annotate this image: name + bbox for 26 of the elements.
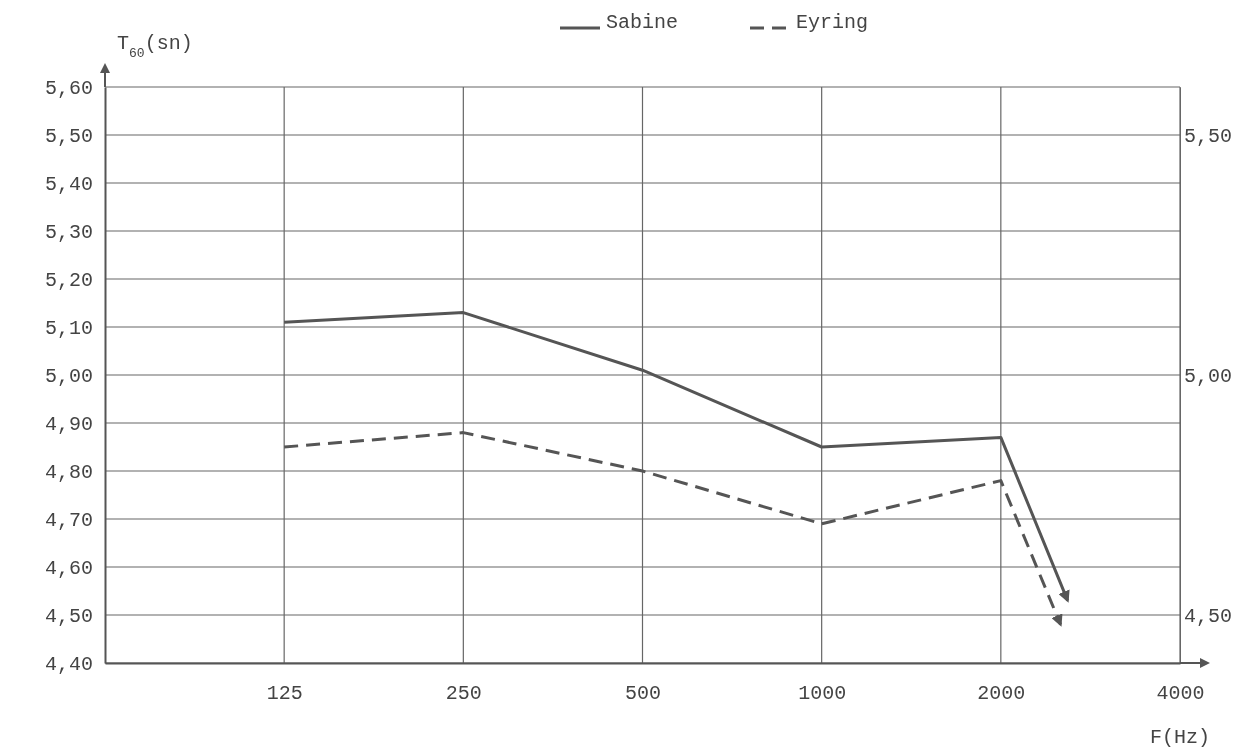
y-tick-label: 4,60 [44,556,93,580]
y-tick-label: 4,70 [44,508,93,532]
y2-tick-label: 5,00 [1184,364,1233,388]
x-tick-label: 4000 [1156,682,1205,706]
x-tick-label: 250 [445,682,482,706]
y-tick-label: 4,80 [44,460,93,484]
x-tick-label: 500 [624,682,662,706]
legend-label: Sabine [606,11,679,34]
y-tick-label: 5,40 [44,172,93,196]
x-axis-title: F(Hz) [1149,726,1211,749]
y-tick-label: 5,50 [44,124,93,148]
y-tick-label: 5,00 [44,364,93,388]
y2-tick-label: 5,50 [1184,124,1233,148]
y-axis-title: T$_{60}$(sn) [117,32,193,61]
x-tick-label: 125 [266,682,303,706]
y-tick-label: 4,90 [44,412,93,436]
x-tick-label: 2000 [977,682,1026,706]
y-tick-label: 5,20 [44,268,93,292]
y-tick-label: 4,40 [44,652,93,676]
x-tick-label: 1000 [798,682,847,706]
y-tick-label: 4,50 [44,604,93,628]
y-tick-label: 5,10 [44,316,93,340]
y-tick-label: 5,60 [44,76,93,100]
y2-tick-label: 4,50 [1184,604,1233,628]
legend-label: Eyring [796,11,869,34]
y-tick-label: 5,30 [44,220,93,244]
